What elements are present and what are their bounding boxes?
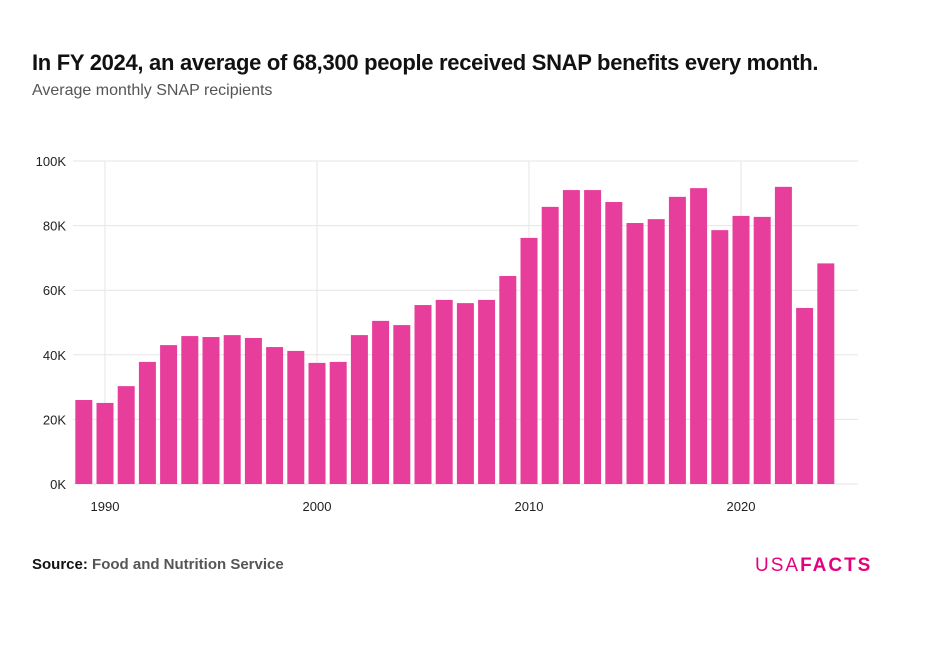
bar-2017 — [668, 196, 686, 484]
usafacts-logo: USAFACTS — [755, 555, 873, 576]
y-tick-label: 0K — [50, 477, 66, 492]
bar-2020 — [732, 215, 750, 484]
bar-1991 — [117, 386, 135, 484]
bar-2024 — [817, 263, 835, 484]
chart-title: In FY 2024, an average of 68,300 people … — [32, 50, 819, 75]
x-tick-label: 2010 — [515, 499, 544, 514]
bar-2004 — [393, 325, 411, 484]
bar-1996 — [223, 335, 241, 484]
bar-2012 — [562, 190, 580, 484]
bar-2015 — [626, 223, 644, 485]
bar-1993 — [160, 345, 178, 484]
bar-1990 — [96, 402, 114, 484]
x-tick-label: 2020 — [727, 499, 756, 514]
bar-1998 — [266, 347, 284, 484]
bar-2002 — [350, 335, 368, 484]
bar-2011 — [541, 206, 559, 484]
y-tick-label: 60K — [43, 283, 66, 298]
bar-2003 — [372, 320, 390, 484]
bar-1989 — [75, 400, 93, 484]
bar-2005 — [414, 305, 432, 484]
bar-1999 — [287, 350, 305, 484]
bar-2021 — [753, 216, 771, 484]
bar-1997 — [244, 338, 262, 484]
bar-1992 — [138, 361, 156, 484]
bar-2022 — [774, 186, 792, 484]
chart-subtitle: Average monthly SNAP recipients — [32, 82, 273, 99]
source-note: Source: Food and Nutrition Service — [32, 556, 284, 573]
bar-2019 — [711, 230, 729, 484]
bar-2014 — [605, 202, 623, 484]
bar-2023 — [796, 307, 814, 484]
bar-2001 — [329, 361, 347, 484]
bar-2013 — [584, 190, 602, 484]
bar-2000 — [308, 362, 326, 484]
y-tick-label: 100K — [36, 154, 67, 169]
bar-2010 — [520, 237, 538, 484]
bar-2016 — [647, 219, 665, 484]
y-tick-label: 80K — [43, 219, 66, 234]
source-text: Food and Nutrition Service — [92, 556, 284, 573]
bar-1995 — [202, 337, 220, 484]
x-tick-label: 2000 — [303, 499, 332, 514]
source-label: Source: — [32, 556, 88, 573]
bar-2007 — [456, 303, 474, 484]
bar-2009 — [499, 275, 517, 484]
bar-2018 — [690, 188, 708, 484]
bar-1994 — [181, 336, 199, 484]
bar-2006 — [435, 299, 453, 484]
x-tick-label: 1990 — [91, 499, 120, 514]
y-tick-label: 20K — [43, 412, 66, 427]
bar-2008 — [478, 299, 496, 484]
y-tick-label: 40K — [43, 348, 66, 363]
